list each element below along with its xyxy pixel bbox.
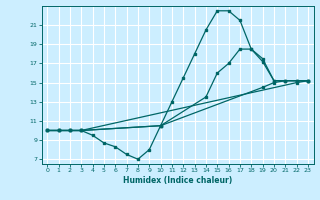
- X-axis label: Humidex (Indice chaleur): Humidex (Indice chaleur): [123, 176, 232, 185]
